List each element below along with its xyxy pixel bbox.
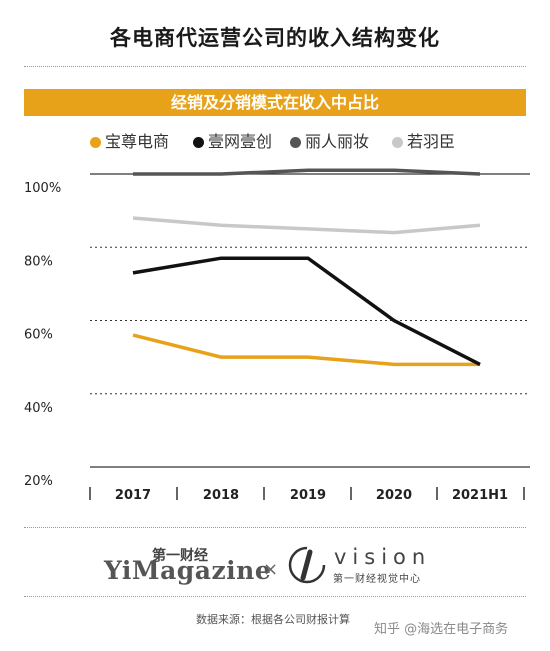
legend-dot-icon bbox=[290, 137, 301, 148]
series-line-0 bbox=[132, 333, 480, 367]
series-line-2 bbox=[133, 168, 481, 176]
vision-logo-icon bbox=[288, 546, 326, 584]
y-tick-label: 40% bbox=[24, 401, 53, 416]
legend-label: 宝尊电商 bbox=[105, 132, 170, 151]
vision-cn-label: 第一财经视觉中心 bbox=[333, 574, 421, 585]
y-tick-label: 80% bbox=[24, 254, 53, 269]
y-axis-ticks: 20% 40% 60% 80% 100% bbox=[24, 181, 61, 489]
divider-top bbox=[24, 66, 526, 67]
y-tick-label: 20% bbox=[24, 474, 53, 489]
x-tick-label: 2018 bbox=[203, 488, 239, 503]
series-line-3 bbox=[132, 216, 481, 235]
legend-item-ruoyuchen: 若羽臣 bbox=[392, 131, 455, 153]
x-tick-label: 2017 bbox=[115, 488, 151, 503]
brand-separator: × bbox=[263, 559, 279, 580]
legend-dot-icon bbox=[392, 137, 403, 148]
legend-label: 若羽臣 bbox=[407, 132, 456, 151]
line-chart: 20% 40% 60% 80% 100% 2017 2018 2019 2020 2021H1 bbox=[24, 168, 530, 503]
chart-title: 各电商代运营公司的收入结构变化 bbox=[110, 26, 440, 50]
data-source: 数据来源：根据各公司财报计算 bbox=[196, 613, 350, 626]
watermark: 知乎 @海选在电子商务 bbox=[374, 622, 509, 637]
legend-dot-icon bbox=[90, 137, 101, 148]
y-tick-label: 100% bbox=[24, 181, 61, 196]
y-tick-label: 60% bbox=[24, 328, 53, 343]
subtitle-banner: 经销及分销模式在收入中占比 bbox=[24, 89, 526, 116]
x-tick-label: 2021H1 bbox=[452, 488, 508, 503]
grid-layer bbox=[90, 173, 530, 468]
x-tick-label: 2019 bbox=[290, 488, 326, 503]
legend-item-yiwang: 壹网壹创 bbox=[193, 131, 272, 153]
legend-dot-icon bbox=[193, 137, 204, 148]
legend-item-baozun: 宝尊电商 bbox=[90, 131, 169, 153]
chart-subtitle: 经销及分销模式在收入中占比 bbox=[170, 93, 379, 112]
divider-bottom bbox=[24, 527, 526, 528]
yimagazine-cn-logo: 第一财经 bbox=[152, 548, 208, 564]
series-line-1 bbox=[132, 256, 481, 366]
legend-item-liren: 丽人丽妆 bbox=[290, 131, 369, 153]
x-axis: 2017 2018 2019 2020 2021H1 bbox=[89, 487, 525, 503]
divider-source bbox=[24, 596, 526, 597]
vision-wordmark: vision bbox=[334, 545, 432, 569]
legend-label: 壹网壹创 bbox=[208, 132, 273, 151]
series-layer bbox=[132, 168, 481, 367]
x-tick-label: 2020 bbox=[376, 488, 412, 503]
legend-label: 丽人丽妆 bbox=[305, 132, 370, 151]
yimagazine-logo: YiMagazine bbox=[104, 556, 272, 585]
